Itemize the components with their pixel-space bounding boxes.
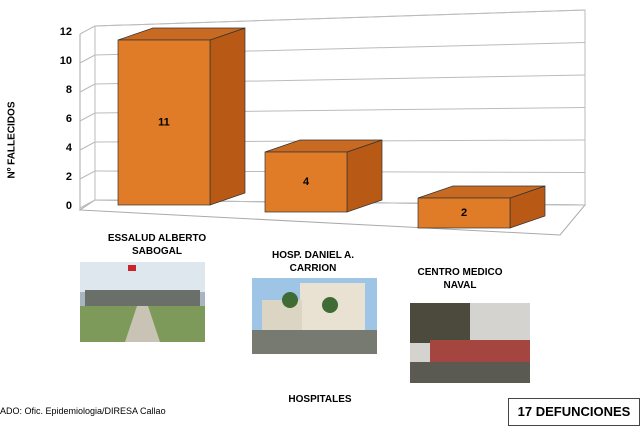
y-axis-label: Nº FALLECIDOS bbox=[7, 101, 18, 178]
bar-side bbox=[209, 27, 246, 206]
photo bbox=[80, 262, 205, 342]
grid-line bbox=[94, 9, 586, 27]
bar bbox=[264, 151, 348, 213]
y-tick-label: 12 bbox=[60, 26, 72, 38]
value-label: 11 bbox=[158, 116, 170, 128]
x-axis-label: HOSPITALES bbox=[288, 394, 352, 405]
tick-mark bbox=[79, 83, 96, 93]
source: ADO: Ofic. Epidemiologia/DIRESA Callao bbox=[0, 406, 166, 416]
category-label: ESSALUD ALBERTO SABOGAL bbox=[107, 233, 207, 257]
tick-mark bbox=[79, 199, 96, 209]
category-label: HOSP. DANIEL A. CARRION bbox=[271, 250, 355, 274]
tick-mark bbox=[79, 141, 96, 151]
value-label: 4 bbox=[303, 176, 310, 188]
tick-mark bbox=[79, 170, 96, 180]
photo bbox=[252, 278, 377, 354]
tick-mark bbox=[79, 112, 96, 122]
y-tick-label: 6 bbox=[66, 113, 72, 125]
photo bbox=[410, 303, 530, 383]
value-label: 2 bbox=[461, 207, 467, 219]
category-label: CENTRO MEDICO NAVAL bbox=[417, 267, 503, 291]
y-tick-label: 4 bbox=[66, 142, 73, 154]
tick-mark bbox=[79, 54, 96, 64]
bar bbox=[117, 39, 211, 206]
total-box: 17 DEFUNCIONES bbox=[508, 398, 640, 426]
bar bbox=[417, 197, 511, 229]
y-tick-label: 0 bbox=[66, 200, 72, 212]
y-tick-label: 8 bbox=[66, 84, 72, 96]
bar-side bbox=[346, 139, 383, 213]
tick-mark bbox=[79, 25, 96, 35]
y-tick-label: 10 bbox=[60, 55, 72, 67]
y-tick-label: 2 bbox=[66, 171, 72, 183]
